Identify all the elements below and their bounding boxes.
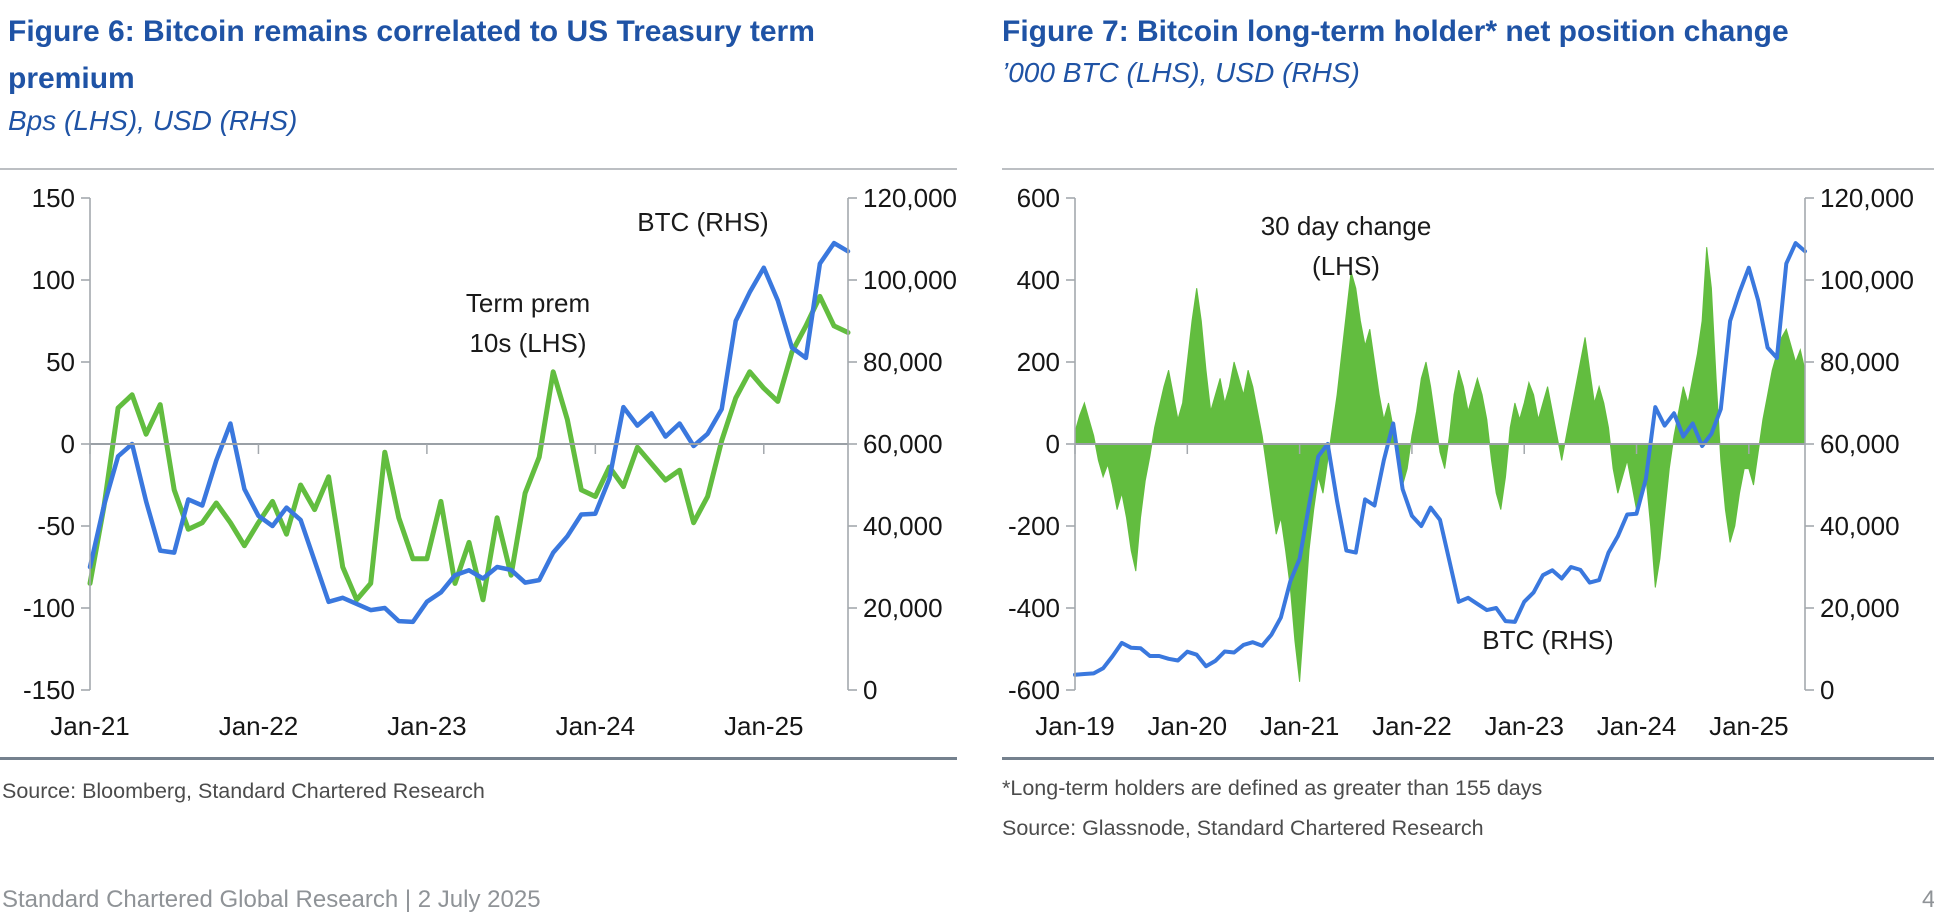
left-axis-tick-label: 150 xyxy=(32,183,75,213)
x-tick-label: Jan-24 xyxy=(556,711,636,741)
figure-7-change-label-line1: 30 day change xyxy=(1260,211,1432,241)
left-axis-tick-label: 100 xyxy=(32,265,75,295)
figure-6-term-prem-label-line2: 10s (LHS) xyxy=(469,328,587,358)
right-axis-tick-label: 100,000 xyxy=(1820,265,1914,295)
figure-7-title: Figure 7: Bitcoin long-term holder* net … xyxy=(1002,15,1789,48)
footer-text: Standard Chartered Global Research | 2 J… xyxy=(2,886,541,913)
left-axis-tick-label: 400 xyxy=(1017,265,1060,295)
series-line-1 xyxy=(1073,241,1807,677)
left-axis-tick-label: 600 xyxy=(1017,183,1060,213)
x-tick-label: Jan-19 xyxy=(1035,711,1115,741)
figure-7-change-label-line2: (LHS) xyxy=(1312,251,1380,281)
series-area-0 xyxy=(1074,247,1806,682)
right-axis-tick-label: 60,000 xyxy=(863,429,943,459)
figure-7-subtitle: ’000 BTC (LHS), USD (RHS) xyxy=(1002,57,1360,88)
figure-6-chart: Jan-21 Jan-22 Jan-23 Jan-24 Jan-25 150 100 50 0 -… xyxy=(23,183,957,741)
right-axis-tick-label: 40,000 xyxy=(863,511,943,541)
right-axis-tick-label: 120,000 xyxy=(1820,183,1914,213)
x-tick-label: Jan-21 xyxy=(1260,711,1340,741)
x-tick-label: Jan-22 xyxy=(1372,711,1452,741)
figure-6-source: Source: Bloomberg, Standard Chartered Re… xyxy=(2,779,485,803)
x-tick-label: Jan-25 xyxy=(724,711,804,741)
figure-7-btc-series-label: BTC (RHS) xyxy=(1482,625,1614,655)
figure-7-source: Source: Glassnode, Standard Chartered Re… xyxy=(1002,816,1484,840)
right-axis-tick-label: 0 xyxy=(863,675,877,705)
right-axis-tick-label: 100,000 xyxy=(863,265,957,295)
right-axis-tick-label: 0 xyxy=(1820,675,1834,705)
x-tick-label: Jan-24 xyxy=(1597,711,1677,741)
figure-6-bottom-divider xyxy=(0,757,957,760)
right-axis-tick-label: 80,000 xyxy=(863,347,943,377)
figure-7-footnote: *Long-term holders are defined as greate… xyxy=(1002,776,1543,800)
figure-7-top-rule xyxy=(1002,168,1934,170)
left-axis-tick-label: 0 xyxy=(1046,429,1060,459)
x-tick-label: Jan-21 xyxy=(50,711,130,741)
right-axis-tick-label: 20,000 xyxy=(863,593,943,623)
left-axis-tick-label: -200 xyxy=(1008,511,1060,541)
figure-7-change-series-label: 30 day change (LHS) xyxy=(1246,206,1446,286)
x-tick-label: Jan-23 xyxy=(1484,711,1564,741)
figure-6-term-prem-label-line1: Term prem xyxy=(465,288,591,318)
left-axis-tick-label: -150 xyxy=(23,675,75,705)
right-axis-tick-label: 60,000 xyxy=(1820,429,1900,459)
x-tick-label: Jan-22 xyxy=(219,711,299,741)
figure-6-top-rule xyxy=(0,168,957,170)
x-tick-label: Jan-23 xyxy=(387,711,467,741)
figure-6-btc-series-label: BTC (RHS) xyxy=(637,207,769,237)
figure-6-title: Figure 6: Bitcoin remains correlated to … xyxy=(8,15,815,95)
page-number: 4 xyxy=(1922,886,1934,913)
right-axis-tick-label: 120,000 xyxy=(863,183,957,213)
left-axis-tick-label: 50 xyxy=(46,347,75,377)
x-tick-label: Jan-20 xyxy=(1148,711,1228,741)
series-line-0 xyxy=(87,293,851,603)
right-axis-tick-label: 40,000 xyxy=(1820,511,1900,541)
left-axis-tick-label: 200 xyxy=(1017,347,1060,377)
left-axis-tick-label: -100 xyxy=(23,593,75,623)
left-axis-tick-label: -400 xyxy=(1008,593,1060,623)
left-axis-tick-label: -50 xyxy=(37,511,75,541)
left-axis-tick-label: 0 xyxy=(61,429,75,459)
x-tick-label: Jan-25 xyxy=(1709,711,1789,741)
figure-6-term-prem-series-label: Term prem 10s (LHS) xyxy=(428,283,628,363)
left-axis-tick-label: -600 xyxy=(1008,675,1060,705)
right-axis-tick-label: 80,000 xyxy=(1820,347,1900,377)
figure-7-bottom-divider xyxy=(1002,757,1934,760)
right-axis-tick-label: 20,000 xyxy=(1820,593,1900,623)
figure-6-subtitle: Bps (LHS), USD (RHS) xyxy=(8,105,298,136)
figure-7-chart: Jan-19 Jan-20 Jan-21 Jan-22 Jan-23 Jan-24 Jan-… xyxy=(1008,183,1914,741)
series-line-1 xyxy=(87,240,851,625)
